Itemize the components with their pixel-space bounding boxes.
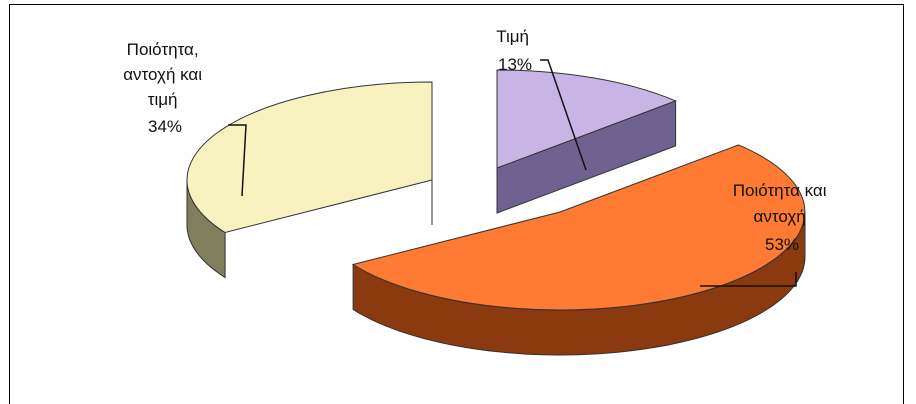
label-quality-durability-price-line-2: αντοχή και bbox=[123, 65, 202, 84]
label-quality-durability-pct: 53% bbox=[765, 235, 799, 254]
label-quality-durability-price-pct: 34% bbox=[148, 117, 182, 136]
label-price-pct: 13% bbox=[498, 55, 532, 74]
leader-price bbox=[540, 59, 587, 171]
label-quality-durability-price: Ποιότητα, αντοχή και τιμή 34% bbox=[123, 40, 207, 136]
slice-quality-durability-top bbox=[351, 144, 806, 311]
slice-price-top bbox=[496, 69, 677, 169]
label-quality-durability-price-line-3: τιμή bbox=[148, 90, 178, 109]
label-price: Τιμή 13% bbox=[496, 27, 534, 74]
label-quality-durability-line-1: Ποιότητα και bbox=[733, 181, 827, 200]
leader-quality-durability bbox=[700, 272, 797, 287]
label-price-line-1: Τιμή bbox=[496, 27, 529, 46]
leader-quality-durability-price bbox=[228, 124, 247, 197]
slice-quality-durability-price-top bbox=[186, 81, 433, 234]
label-quality-durability-line-2: αντοχή bbox=[754, 207, 806, 226]
label-quality-durability: Ποιότητα και αντοχή 53% bbox=[733, 181, 832, 254]
label-quality-durability-price-line-1: Ποιότητα, bbox=[127, 40, 199, 59]
